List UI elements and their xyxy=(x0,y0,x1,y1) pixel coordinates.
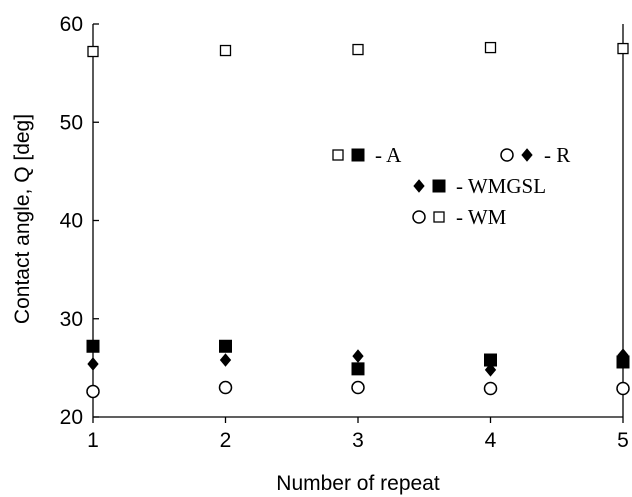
y-tick-label: 30 xyxy=(60,308,83,331)
legend-marker-filled-square xyxy=(351,148,365,162)
legend-marker-filled-square xyxy=(432,179,446,193)
legend-marker-filled-diamond xyxy=(413,179,425,193)
legend-label: - WM xyxy=(456,205,507,229)
legend-marker-open-circle xyxy=(500,148,514,162)
data-point-open-circle xyxy=(86,384,100,399)
data-point-open-circle xyxy=(351,380,365,395)
data-point-open-square xyxy=(219,44,232,57)
ticks: 1 2 3 4 5 20 30 40 50 60 xyxy=(60,13,629,452)
y-axis-title: Contact angle, Q [deg] xyxy=(11,114,34,324)
y-tick-label: 50 xyxy=(60,111,83,134)
x-axis-title: Number of repeat xyxy=(276,472,440,495)
data-point-open-square xyxy=(484,41,497,54)
legend-entry: - A xyxy=(332,143,402,167)
legend-entry: - WM xyxy=(412,205,507,229)
data-point-open-square xyxy=(352,43,364,56)
data-point-filled-diamond xyxy=(352,349,364,363)
data-point-filled-square xyxy=(219,339,232,353)
y-tick-label: 60 xyxy=(60,13,83,36)
data-point-filled-diamond xyxy=(219,353,232,367)
legend-marker-filled-diamond xyxy=(521,148,533,162)
data-point-open-square xyxy=(617,42,629,55)
data-point-open-circle xyxy=(218,380,233,395)
data-point-filled-diamond xyxy=(617,348,629,362)
x-tick-label: 3 xyxy=(352,429,364,452)
y-tick-label: 40 xyxy=(60,210,83,233)
legend-entry: - WMGSL xyxy=(413,174,546,198)
x-tick-label: 5 xyxy=(617,429,629,452)
data-point-open-circle xyxy=(616,381,630,396)
data-point-filled-square xyxy=(86,339,100,353)
x-tick-label: 4 xyxy=(485,429,497,452)
legend-marker-open-circle xyxy=(412,210,426,224)
x-tick-label: 1 xyxy=(87,429,99,452)
legend-label: - R xyxy=(544,143,570,167)
legend-marker-open-square xyxy=(332,149,344,161)
data-point-filled-diamond xyxy=(87,357,99,371)
legend-label: - WMGSL xyxy=(456,174,546,198)
data-point-open-circle xyxy=(483,381,498,396)
x-tick-label: 2 xyxy=(220,429,232,452)
data-point-open-square xyxy=(87,45,99,58)
legend-marker-open-square xyxy=(433,211,445,223)
data-point-filled-square xyxy=(351,362,365,376)
legend: - A - R - WMGSL - WM xyxy=(332,143,570,229)
y-tick-label: 20 xyxy=(60,406,83,429)
legend-label: - A xyxy=(375,143,402,167)
data-point-filled-diamond xyxy=(484,363,497,377)
data-points xyxy=(86,41,630,399)
legend-entry: - R xyxy=(500,143,570,167)
